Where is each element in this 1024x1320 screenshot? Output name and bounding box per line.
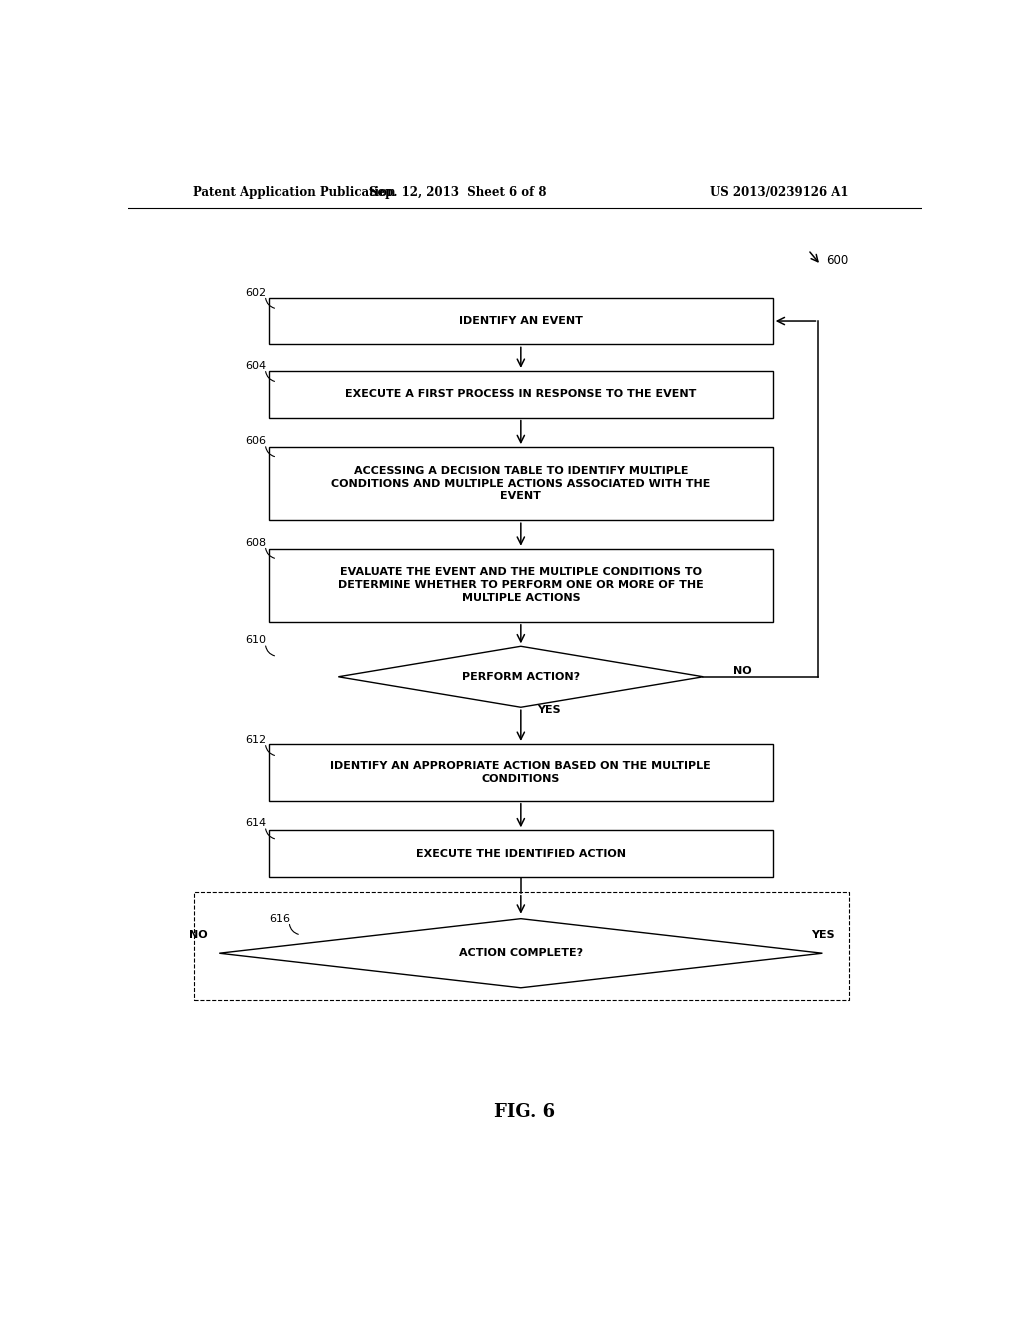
Text: YES: YES bbox=[811, 929, 835, 940]
Text: PERFORM ACTION?: PERFORM ACTION? bbox=[462, 672, 580, 681]
Text: 606: 606 bbox=[246, 436, 266, 446]
Text: EVALUATE THE EVENT AND THE MULTIPLE CONDITIONS TO
DETERMINE WHETHER TO PERFORM O: EVALUATE THE EVENT AND THE MULTIPLE COND… bbox=[338, 568, 703, 603]
FancyBboxPatch shape bbox=[269, 549, 773, 622]
Text: 600: 600 bbox=[826, 253, 849, 267]
Text: FIG. 6: FIG. 6 bbox=[495, 1102, 555, 1121]
Text: 612: 612 bbox=[246, 735, 266, 744]
Text: 614: 614 bbox=[246, 818, 266, 828]
FancyBboxPatch shape bbox=[269, 447, 773, 520]
Text: 602: 602 bbox=[246, 288, 266, 297]
Text: NO: NO bbox=[733, 665, 752, 676]
FancyBboxPatch shape bbox=[269, 371, 773, 417]
Polygon shape bbox=[219, 919, 822, 987]
Text: YES: YES bbox=[537, 705, 560, 715]
Text: NO: NO bbox=[188, 929, 207, 940]
FancyBboxPatch shape bbox=[269, 830, 773, 876]
Text: EXECUTE A FIRST PROCESS IN RESPONSE TO THE EVENT: EXECUTE A FIRST PROCESS IN RESPONSE TO T… bbox=[345, 389, 696, 399]
Text: IDENTIFY AN APPROPRIATE ACTION BASED ON THE MULTIPLE
CONDITIONS: IDENTIFY AN APPROPRIATE ACTION BASED ON … bbox=[331, 760, 712, 784]
Text: Sep. 12, 2013  Sheet 6 of 8: Sep. 12, 2013 Sheet 6 of 8 bbox=[369, 186, 546, 199]
FancyBboxPatch shape bbox=[269, 744, 773, 801]
Text: Patent Application Publication: Patent Application Publication bbox=[194, 186, 395, 199]
Text: ACCESSING A DECISION TABLE TO IDENTIFY MULTIPLE
CONDITIONS AND MULTIPLE ACTIONS : ACCESSING A DECISION TABLE TO IDENTIFY M… bbox=[331, 466, 711, 502]
Text: ACTION COMPLETE?: ACTION COMPLETE? bbox=[459, 948, 583, 958]
Text: EXECUTE THE IDENTIFIED ACTION: EXECUTE THE IDENTIFIED ACTION bbox=[416, 849, 626, 858]
Polygon shape bbox=[338, 647, 703, 708]
Text: IDENTIFY AN EVENT: IDENTIFY AN EVENT bbox=[459, 315, 583, 326]
Text: US 2013/0239126 A1: US 2013/0239126 A1 bbox=[710, 186, 848, 199]
Text: 604: 604 bbox=[246, 360, 266, 371]
Text: 608: 608 bbox=[246, 537, 266, 548]
FancyBboxPatch shape bbox=[269, 297, 773, 345]
Text: 610: 610 bbox=[246, 635, 266, 645]
Text: 616: 616 bbox=[269, 913, 290, 924]
